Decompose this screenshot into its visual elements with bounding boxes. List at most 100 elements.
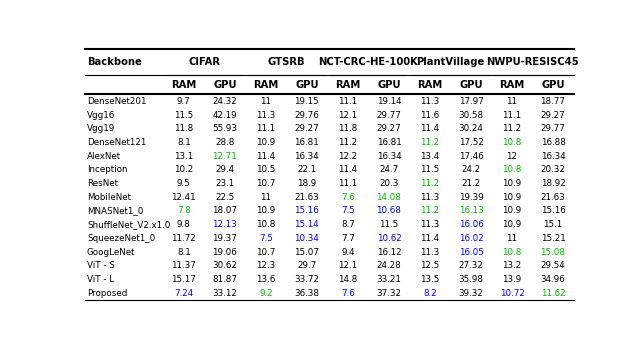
Text: RAM: RAM (335, 80, 360, 90)
Text: MobileNet: MobileNet (87, 193, 131, 202)
Text: 11.4: 11.4 (420, 124, 440, 133)
Text: 11.4: 11.4 (420, 234, 440, 243)
Text: 18.07: 18.07 (212, 206, 237, 216)
Text: 9.7: 9.7 (177, 97, 191, 106)
Text: 12.1: 12.1 (339, 110, 358, 120)
Text: 13.2: 13.2 (502, 261, 522, 270)
Text: 21.63: 21.63 (294, 193, 319, 202)
Text: 30.58: 30.58 (458, 110, 484, 120)
Text: NCT-CRC-HE-100K: NCT-CRC-HE-100K (319, 57, 419, 67)
Text: 9.5: 9.5 (177, 179, 191, 188)
Text: 11.3: 11.3 (420, 193, 440, 202)
Text: 11.8: 11.8 (174, 124, 193, 133)
Text: 15.07: 15.07 (294, 248, 319, 256)
Text: ViT - L: ViT - L (87, 275, 114, 284)
Text: 13.6: 13.6 (256, 275, 275, 284)
Text: 12.3: 12.3 (256, 261, 275, 270)
Text: GPU: GPU (460, 80, 483, 90)
Text: 22.1: 22.1 (298, 165, 316, 174)
Text: 29.77: 29.77 (376, 110, 401, 120)
Text: 7.8: 7.8 (177, 206, 191, 216)
Text: GPU: GPU (377, 80, 401, 90)
Text: 7.5: 7.5 (259, 234, 273, 243)
Text: 18.92: 18.92 (541, 179, 565, 188)
Text: RAM: RAM (172, 80, 196, 90)
Text: 11.3: 11.3 (420, 97, 440, 106)
Text: ShuffleNet_V2.x1.0: ShuffleNet_V2.x1.0 (87, 220, 170, 229)
Text: GPU: GPU (213, 80, 237, 90)
Text: 17.97: 17.97 (458, 97, 483, 106)
Text: 33.21: 33.21 (376, 275, 401, 284)
Text: 11.5: 11.5 (174, 110, 193, 120)
Text: 16.13: 16.13 (459, 206, 483, 216)
Text: 16.06: 16.06 (459, 220, 483, 229)
Text: 12.5: 12.5 (420, 261, 440, 270)
Text: 17.52: 17.52 (458, 138, 483, 147)
Text: 10.2: 10.2 (174, 165, 193, 174)
Text: 11.5: 11.5 (420, 165, 440, 174)
Text: 11: 11 (506, 234, 518, 243)
Text: 16.81: 16.81 (294, 138, 319, 147)
Text: PlantVillage: PlantVillage (417, 57, 484, 67)
Text: 11.3: 11.3 (420, 248, 440, 256)
Text: ResNet: ResNet (87, 179, 118, 188)
Text: 18.9: 18.9 (297, 179, 317, 188)
Text: 15.14: 15.14 (294, 220, 319, 229)
Text: RAM: RAM (499, 80, 525, 90)
Text: 29.27: 29.27 (294, 124, 319, 133)
Text: 33.72: 33.72 (294, 275, 319, 284)
Text: Vgg19: Vgg19 (87, 124, 115, 133)
Text: 18.77: 18.77 (541, 97, 566, 106)
Text: 10.7: 10.7 (256, 248, 276, 256)
Text: 28.8: 28.8 (215, 138, 234, 147)
Text: 10.62: 10.62 (376, 234, 401, 243)
Text: 16.88: 16.88 (541, 138, 566, 147)
Text: 22.5: 22.5 (215, 193, 234, 202)
Text: 16.12: 16.12 (376, 248, 401, 256)
Text: CIFAR: CIFAR (188, 57, 220, 67)
Text: 10.8: 10.8 (256, 220, 276, 229)
Text: 15.16: 15.16 (541, 206, 565, 216)
Text: 19.39: 19.39 (459, 193, 483, 202)
Text: 16.34: 16.34 (376, 152, 401, 160)
Text: 10.8: 10.8 (502, 138, 522, 147)
Text: 15.21: 15.21 (541, 234, 565, 243)
Text: 13.5: 13.5 (420, 275, 440, 284)
Text: 10.9: 10.9 (256, 138, 275, 147)
Text: 11.1: 11.1 (339, 97, 358, 106)
Text: 15.08: 15.08 (541, 248, 566, 256)
Text: 13.4: 13.4 (420, 152, 440, 160)
Text: 24.7: 24.7 (380, 165, 399, 174)
Text: 12.13: 12.13 (212, 220, 237, 229)
Text: 55.93: 55.93 (212, 124, 237, 133)
Text: 29.4: 29.4 (215, 165, 234, 174)
Text: 29.77: 29.77 (541, 124, 566, 133)
Text: 9.2: 9.2 (259, 289, 273, 298)
Text: 42.19: 42.19 (212, 110, 237, 120)
Text: GTSRB: GTSRB (268, 57, 305, 67)
Text: DenseNet201: DenseNet201 (87, 97, 147, 106)
Text: 29.7: 29.7 (297, 261, 317, 270)
Text: 9.8: 9.8 (177, 220, 191, 229)
Text: 24.2: 24.2 (461, 165, 481, 174)
Text: Proposed: Proposed (87, 289, 127, 298)
Text: 19.37: 19.37 (212, 234, 237, 243)
Text: 8.7: 8.7 (341, 220, 355, 229)
Text: 27.32: 27.32 (458, 261, 483, 270)
Text: 16.02: 16.02 (459, 234, 483, 243)
Text: 33.12: 33.12 (212, 289, 237, 298)
Text: 7.6: 7.6 (341, 193, 355, 202)
Text: 7.6: 7.6 (341, 289, 355, 298)
Text: 37.32: 37.32 (376, 289, 401, 298)
Text: 10.8: 10.8 (502, 248, 522, 256)
Text: NWPU-RESISC45: NWPU-RESISC45 (486, 57, 579, 67)
Text: 8.2: 8.2 (423, 289, 437, 298)
Text: 81.87: 81.87 (212, 275, 237, 284)
Text: DenseNet121: DenseNet121 (87, 138, 147, 147)
Text: RAM: RAM (417, 80, 443, 90)
Text: 8.1: 8.1 (177, 138, 191, 147)
Text: 34.96: 34.96 (541, 275, 565, 284)
Text: 17.46: 17.46 (459, 152, 483, 160)
Text: 11.6: 11.6 (420, 110, 440, 120)
Text: 11.3: 11.3 (256, 110, 275, 120)
